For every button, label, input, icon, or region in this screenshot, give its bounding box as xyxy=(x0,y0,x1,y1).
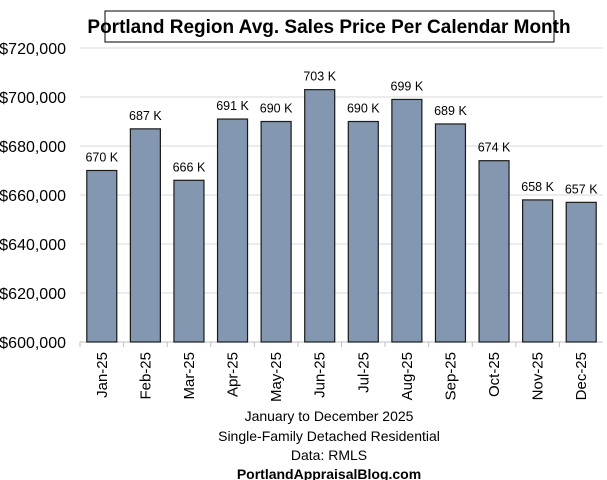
y-tick-label: $680,000 xyxy=(0,139,66,156)
x-tick-label: May-25 xyxy=(268,352,285,402)
source-label: PortlandAppraisalBlog.com xyxy=(237,466,421,480)
x-tick-label: Sep-25 xyxy=(442,352,459,400)
data-label: 689 K xyxy=(434,104,467,118)
bar-apr-25 xyxy=(216,118,249,343)
y-tick-label: $700,000 xyxy=(0,90,66,107)
x-tick-label: Jun-25 xyxy=(312,352,329,398)
bar-aug-25 xyxy=(391,98,423,343)
data-label: 703 K xyxy=(303,70,336,84)
y-tick-label: $720,000 xyxy=(0,41,66,58)
data-label: 658 K xyxy=(521,180,554,194)
title-box xyxy=(104,10,555,43)
x-tick-label: Feb-25 xyxy=(137,352,154,400)
data-label: 670 K xyxy=(85,151,118,165)
x-tick-label: Apr-25 xyxy=(225,352,242,397)
y-tick-label: $620,000 xyxy=(0,286,66,303)
x-tick-label: Nov-25 xyxy=(530,352,547,400)
data-label: 690 K xyxy=(347,102,380,116)
bar-jun-25 xyxy=(304,89,336,343)
data-label: 666 K xyxy=(173,160,206,174)
x-tick-label: Jul-25 xyxy=(355,352,372,393)
xlabel-line-2: Single-Family Detached Residential xyxy=(218,428,440,444)
x-tick-label: Oct-25 xyxy=(486,352,503,397)
data-label: 691 K xyxy=(216,99,249,113)
bar-oct-25 xyxy=(478,160,510,343)
x-tick-label: Dec-25 xyxy=(573,352,590,400)
xlabel-line-3: Data: RMLS xyxy=(291,447,367,463)
bar-dec-25 xyxy=(565,201,597,343)
y-tick-label: $660,000 xyxy=(0,188,66,205)
data-label: 699 K xyxy=(391,79,424,93)
data-label: 674 K xyxy=(478,141,511,155)
x-tick-label: Mar-25 xyxy=(181,352,198,400)
y-tick-label: $640,000 xyxy=(0,237,66,254)
xlabel-line-1: January to December 2025 xyxy=(245,408,414,424)
data-label: 687 K xyxy=(129,109,162,123)
bar-mar-25 xyxy=(173,179,205,343)
bar-jan-25 xyxy=(86,169,118,343)
data-label: 690 K xyxy=(260,102,293,116)
x-tick-label: Jan-25 xyxy=(94,352,111,398)
bar-jul-25 xyxy=(347,120,379,343)
data-label: 657 K xyxy=(565,182,598,196)
x-tick-label: Aug-25 xyxy=(399,352,416,400)
chart-title: Portland Region Avg. Sales Price Per Cal… xyxy=(87,17,570,38)
bar-sep-25 xyxy=(434,123,467,343)
bar-feb-25 xyxy=(129,128,161,343)
bar-may-25 xyxy=(260,120,292,343)
bar-nov-25 xyxy=(522,199,554,343)
y-tick-label: $600,000 xyxy=(0,335,66,352)
